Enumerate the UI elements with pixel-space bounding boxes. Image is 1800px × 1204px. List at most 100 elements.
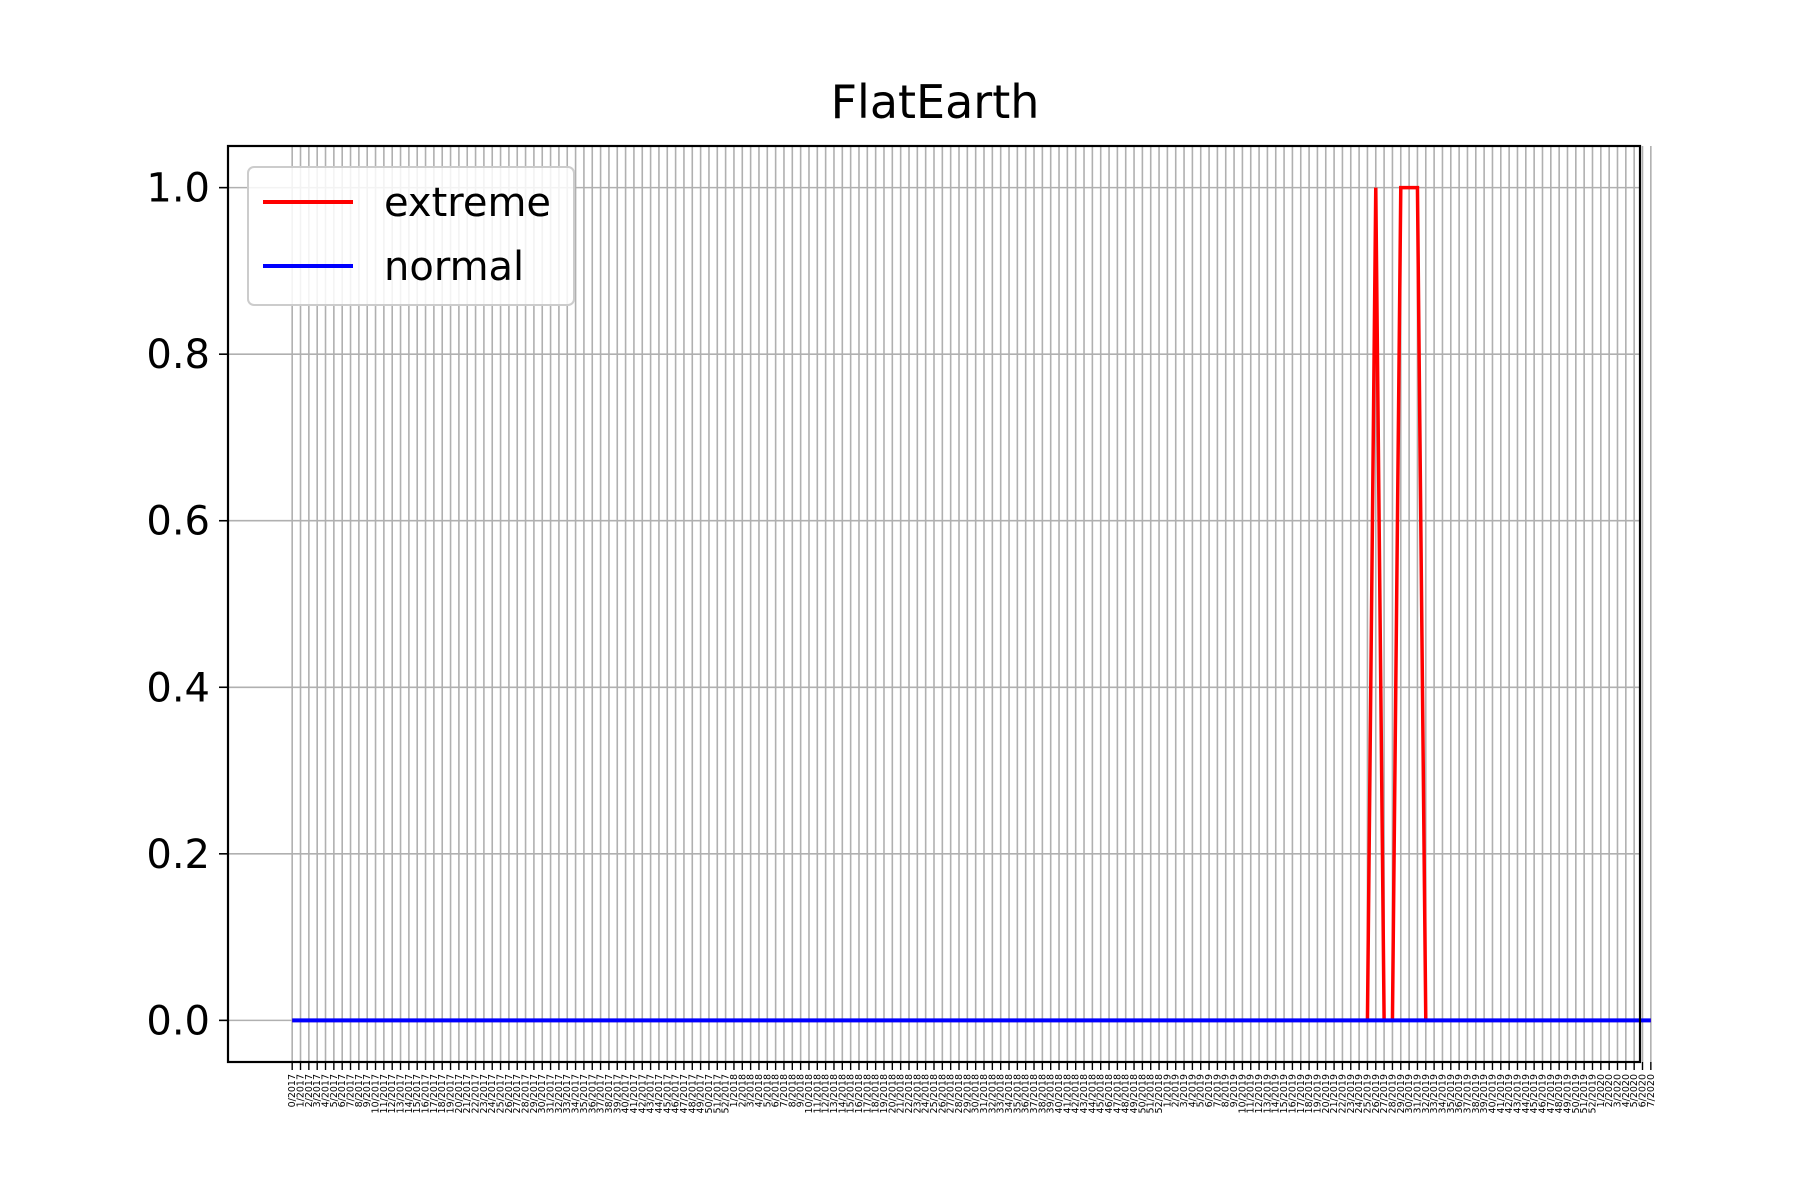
x-tick-label: 10/2018 [804,1074,815,1113]
x-tick-label: 26/2018 [937,1074,948,1113]
x-tick-label: 28/2019 [1387,1074,1398,1113]
x-tick-label: 22/2018 [904,1074,915,1113]
y-tick-label: 0.2 [146,832,210,878]
x-tick-label: 6/2020 [1638,1074,1649,1107]
x-tick-label: 41/2017 [629,1074,640,1113]
x-tick-label: 17/2018 [862,1074,873,1113]
x-tick-label: 49/2018 [1129,1074,1140,1113]
x-tick-label: 13/2017 [396,1074,407,1113]
x-tick-label: 39/2017 [612,1074,623,1113]
x-tick-label: 36/2019 [1454,1074,1465,1113]
x-tick-label: 44/2019 [1521,1074,1532,1113]
legend-label-normal: normal [384,244,524,290]
x-tick-label: 39/2018 [1046,1074,1057,1113]
x-tick-label: 46/2019 [1537,1074,1548,1113]
x-tick-label: 4/2019 [1187,1074,1198,1107]
x-tick-label: 5/2020 [1629,1074,1640,1107]
x-tick-label: 45/2017 [662,1074,673,1113]
x-tick-label: 19/2017 [446,1074,457,1113]
x-tick-label: 3/2020 [1612,1074,1623,1107]
x-tick-label: 24/2019 [1354,1074,1365,1113]
x-tick-label: 19/2018 [879,1074,890,1113]
x-tick-label: 10/2019 [1237,1074,1248,1113]
legend: extreme normal [247,166,575,306]
x-tick-label: 11/2018 [812,1074,823,1113]
x-tick-label: 17/2019 [1296,1074,1307,1113]
x-tick-label: 14/2018 [837,1074,848,1113]
x-tick-label: 10/2017 [371,1074,382,1113]
x-tick-label: 25/2018 [929,1074,940,1113]
x-tick-label: 13/2019 [1262,1074,1273,1113]
x-tick-label: 48/2019 [1554,1074,1565,1113]
x-tick-label: 7/2019 [1212,1074,1223,1107]
x-tick-label: 31/2018 [979,1074,990,1113]
x-tick-label: 4/2017 [321,1074,332,1107]
x-tick-label: 30/2018 [971,1074,982,1113]
x-tick-label: 43/2018 [1079,1074,1090,1113]
x-tick-label: 5/2019 [1196,1074,1207,1107]
x-tick-label: 43/2019 [1512,1074,1523,1113]
x-tick-label: 42/2018 [1071,1074,1082,1113]
x-tick-label: 51/2019 [1579,1074,1590,1113]
x-axis-ticks: 0/20171/20172/20173/20174/20175/20176/20… [287,1062,1657,1113]
x-tick-label: 46/2017 [671,1074,682,1113]
x-tick-label: 42/2019 [1504,1074,1515,1113]
x-tick-label: 9/2018 [796,1074,807,1107]
x-tick-label: 1/2017 [296,1074,307,1107]
x-tick-label: 18/2019 [1304,1074,1315,1113]
x-tick-label: 38/2018 [1037,1074,1048,1113]
x-tick-label: 9/2019 [1229,1074,1240,1107]
x-tick-label: 5/2017 [329,1074,340,1107]
x-tick-label: 9/2017 [362,1074,373,1107]
x-tick-label: 31/2019 [1412,1074,1423,1113]
x-tick-label: 21/2017 [462,1074,473,1113]
x-tick-label: 31/2017 [546,1074,557,1113]
x-tick-label: 3/2019 [1179,1074,1190,1107]
x-tick-label: 13/2018 [829,1074,840,1113]
x-tick-label: 48/2017 [687,1074,698,1113]
x-tick-label: 35/2018 [1012,1074,1023,1113]
x-tick-label: 8/2018 [787,1074,798,1107]
x-tick-label: 37/2019 [1462,1074,1473,1113]
x-tick-label: 37/2017 [596,1074,607,1113]
x-tick-label: 48/2018 [1121,1074,1132,1113]
x-tick-label: 40/2017 [621,1074,632,1113]
x-tick-label: 2/2020 [1604,1074,1615,1107]
x-tick-label: 20/2018 [887,1074,898,1113]
y-tick-label: 0.6 [146,499,210,545]
x-tick-label: 35/2017 [579,1074,590,1113]
x-tick-label: 12/2018 [821,1074,832,1113]
x-tick-label: 15/2017 [412,1074,423,1113]
x-tick-label: 36/2018 [1021,1074,1032,1113]
x-tick-label: 7/2017 [346,1074,357,1107]
x-tick-label: 21/2019 [1329,1074,1340,1113]
x-tick-label: 40/2019 [1487,1074,1498,1113]
x-tick-label: 0/2017 [287,1074,298,1107]
x-tick-label: 41/2019 [1496,1074,1507,1113]
x-tick-label: 4/2018 [754,1074,765,1107]
x-tick-label: 18/2017 [437,1074,448,1113]
x-tick-label: 1/2018 [729,1074,740,1107]
x-tick-label: 32/2019 [1421,1074,1432,1113]
x-tick-label: 6/2017 [337,1074,348,1107]
x-tick-label: 26/2017 [504,1074,515,1113]
y-tick-label: 0.0 [146,998,210,1044]
x-tick-label: 36/2017 [587,1074,598,1113]
x-tick-label: 1/2019 [1162,1074,1173,1107]
x-grid-lines [291,146,1652,1062]
x-tick-label: 23/2018 [912,1074,923,1113]
x-tick-label: 24/2018 [921,1074,932,1113]
x-tick-label: 23/2019 [1346,1074,1357,1113]
x-tick-label: 38/2017 [604,1074,615,1113]
x-tick-label: 47/2017 [679,1074,690,1113]
x-tick-label: 46/2018 [1104,1074,1115,1113]
x-tick-label: 45/2019 [1529,1074,1540,1113]
x-tick-label: 2/2017 [304,1074,315,1107]
x-tick-label: 1/2020 [1596,1074,1607,1107]
x-tick-label: 34/2019 [1437,1074,1448,1113]
x-tick-label: 15/2018 [846,1074,857,1113]
series-layer [292,185,1651,1023]
x-tick-label: 6/2019 [1204,1074,1215,1107]
x-tick-label: 24/2017 [487,1074,498,1113]
